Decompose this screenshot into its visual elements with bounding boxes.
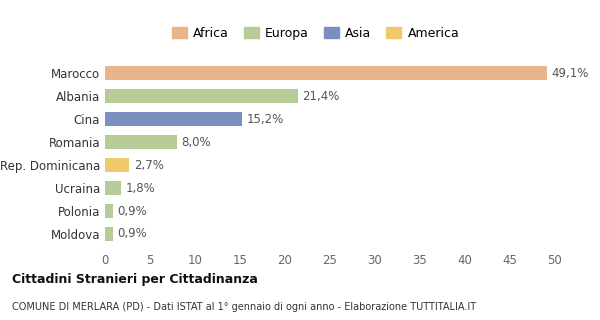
Bar — [105, 204, 113, 218]
Legend: Africa, Europa, Asia, America: Africa, Europa, Asia, America — [167, 22, 464, 44]
Text: Cittadini Stranieri per Cittadinanza: Cittadini Stranieri per Cittadinanza — [12, 273, 258, 286]
Text: 8,0%: 8,0% — [182, 136, 211, 148]
Bar — [105, 158, 130, 172]
Text: 1,8%: 1,8% — [126, 181, 155, 195]
Bar — [105, 181, 121, 195]
Text: 0,9%: 0,9% — [118, 228, 148, 241]
Text: 21,4%: 21,4% — [302, 90, 340, 103]
Bar — [105, 227, 113, 241]
Text: 49,1%: 49,1% — [551, 67, 589, 80]
Text: 0,9%: 0,9% — [118, 204, 148, 218]
Bar — [105, 89, 298, 103]
Text: 2,7%: 2,7% — [134, 159, 164, 172]
Bar — [105, 135, 177, 149]
Bar — [105, 66, 547, 80]
Text: COMUNE DI MERLARA (PD) - Dati ISTAT al 1° gennaio di ogni anno - Elaborazione TU: COMUNE DI MERLARA (PD) - Dati ISTAT al 1… — [12, 302, 476, 312]
Bar — [105, 112, 242, 126]
Text: 15,2%: 15,2% — [246, 113, 284, 126]
